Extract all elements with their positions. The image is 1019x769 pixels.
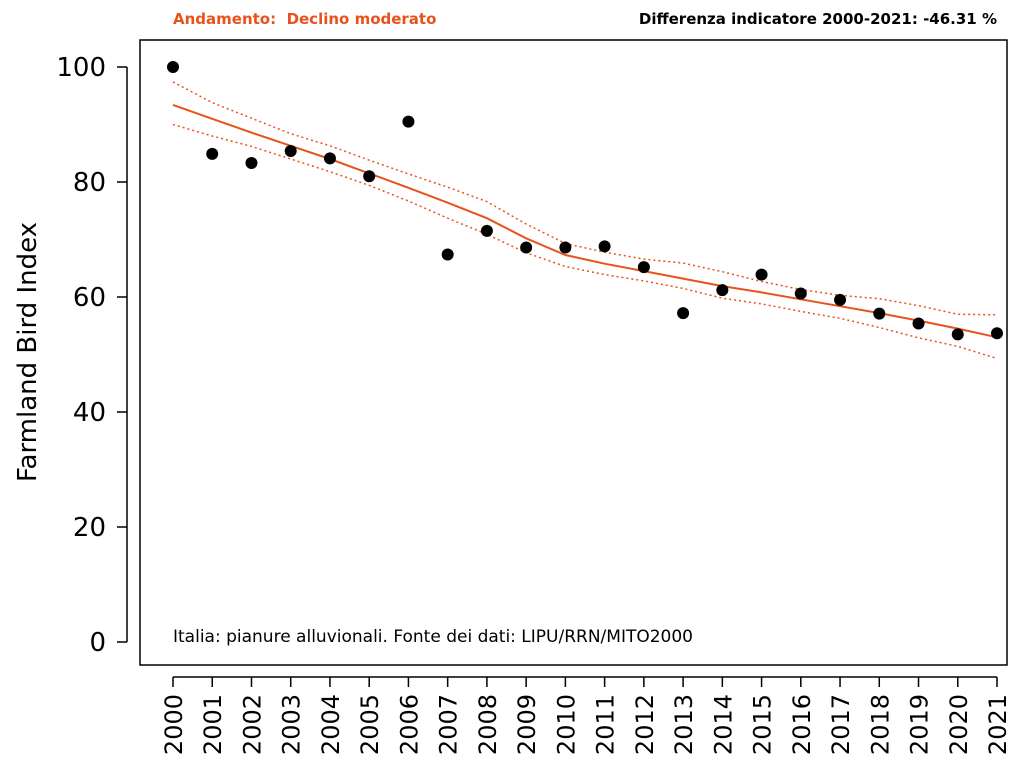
y-axis-title: Farmland Bird Index — [13, 222, 43, 482]
data-point — [206, 147, 219, 160]
trend-header-label: Andamento: — [173, 10, 277, 28]
data-point — [873, 307, 886, 320]
trend-line-group — [172, 103, 998, 339]
data-point — [598, 240, 611, 253]
y-tick-label: 40 — [73, 398, 106, 428]
x-tick-label: 2010 — [552, 694, 580, 755]
x-tick-label: 2006 — [395, 694, 423, 755]
data-point — [951, 328, 964, 341]
plot-frame — [139, 39, 1008, 666]
x-tick-label: 2011 — [592, 694, 620, 755]
y-tick-label: 60 — [73, 283, 106, 313]
y-tick-label: 100 — [56, 53, 106, 83]
x-axis: 2000 2001 2002 2003 2004 2005 2006 2007 2008 2009… — [160, 676, 1012, 755]
data-point — [441, 248, 454, 261]
y-axis: 0 20 40 60 80 100 — [56, 53, 128, 658]
x-tick-label: 2003 — [278, 694, 306, 755]
x-tick-label: 2019 — [906, 694, 934, 755]
x-tick-label: 2018 — [866, 694, 894, 755]
difference-header: Differenza indicatore 2000-2021: -46.31 … — [639, 10, 997, 28]
data-point — [637, 261, 650, 274]
trend-header-value: Declino moderato — [286, 10, 437, 28]
data-point — [402, 115, 415, 128]
difference-header-label: Differenza indicatore 2000-2021: — [638, 10, 918, 28]
trend-line — [172, 103, 998, 339]
data-point — [677, 307, 690, 320]
data-point — [480, 224, 493, 237]
lower-confidence-line — [172, 123, 998, 360]
x-tick-label: 2013 — [670, 694, 698, 755]
data-point — [323, 152, 336, 165]
data-point — [167, 61, 179, 73]
upper-confidence-line — [172, 81, 998, 316]
data-point — [284, 144, 297, 157]
x-tick-label: 2014 — [709, 694, 737, 755]
data-point — [559, 241, 572, 254]
data-point — [363, 170, 376, 183]
source-annotation: Italia: pianure alluvionali. Fonte dei d… — [173, 627, 693, 647]
x-tick-label: 2016 — [788, 694, 816, 755]
x-tick-label: 2015 — [749, 694, 777, 755]
x-tick-label: 2021 — [984, 694, 1012, 755]
data-point — [716, 284, 729, 297]
x-tick-label: 2001 — [199, 694, 227, 755]
trend-header: Andamento: Declino moderato — [173, 10, 436, 28]
x-tick-label: 2009 — [513, 694, 541, 755]
y-tick-label: 20 — [73, 513, 106, 543]
x-tick-label: 2008 — [474, 694, 502, 755]
x-tick-label: 2004 — [317, 694, 345, 755]
data-point — [755, 268, 768, 281]
x-tick-label: 2005 — [356, 694, 384, 755]
x-tick-label: 2000 — [160, 694, 188, 755]
x-tick-label: 2007 — [435, 694, 463, 755]
y-tick-label: 0 — [89, 628, 106, 658]
data-point — [245, 157, 258, 170]
data-points — [167, 61, 1003, 341]
data-point — [794, 287, 807, 300]
difference-header-value: -46.31 % — [923, 10, 997, 28]
data-point — [912, 317, 925, 330]
x-tick-label: 2012 — [631, 694, 659, 755]
data-point — [991, 327, 1003, 340]
data-point — [520, 241, 533, 254]
confidence-band — [172, 81, 998, 360]
x-tick-label: 2017 — [827, 694, 855, 755]
x-tick-label: 2002 — [238, 694, 266, 755]
x-tick-label: 2020 — [945, 694, 973, 755]
y-tick-label: 80 — [73, 168, 106, 198]
data-point — [834, 293, 847, 306]
